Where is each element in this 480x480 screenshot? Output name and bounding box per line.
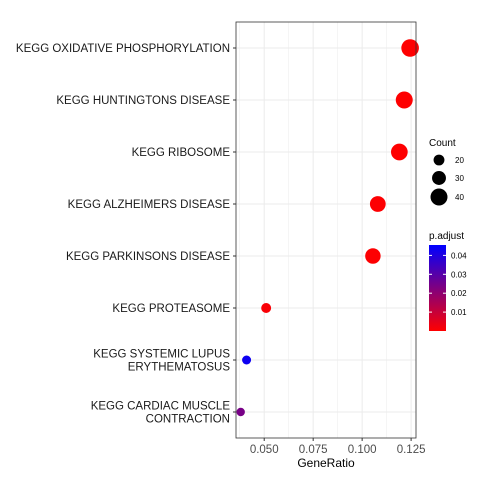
p-adjust-legend-title: p.adjust [429,231,464,242]
category-label: KEGG PARKINSONS DISEASE [66,251,230,263]
data-point [242,355,252,365]
color-bar-label: 0.04 [451,251,467,260]
count-legend-label: 30 [455,174,464,183]
x-tick-label: 0.050 [250,444,279,456]
panel-border [235,21,417,439]
x-tick-label: 0.125 [397,444,426,456]
data-point [369,196,386,212]
color-bar-label: 0.01 [451,308,467,317]
y-axis: KEGG OXIDATIVE PHOSPHORYLATION KEGG HUNTI… [16,43,236,426]
count-legend: Count 20 30 40 [429,138,464,206]
category-label: KEGG ALZHEIMERS DISEASE [68,199,231,211]
category-label: KEGG PROTEASOME [112,303,230,315]
count-legend-key [432,171,446,185]
p-adjust-legend: p.adjust 0.04 0.03 0.02 0.01 [429,231,467,331]
data-point [236,407,245,417]
category-label: KEGG HUNTINGTONS DISEASE [56,95,230,107]
data-point [365,248,381,264]
color-bar [429,245,446,331]
data-point [261,303,272,313]
category-label: KEGG CARDIAC MUSCLE [91,401,231,413]
count-legend-key [430,188,448,206]
color-bar-label: 0.03 [451,270,467,279]
x-axis-title: GeneRatio [297,456,355,470]
category-label: KEGG OXIDATIVE PHOSPHORYLATION [16,43,230,55]
data-points [236,39,419,417]
data-point [401,39,419,57]
count-legend-label: 20 [455,156,464,165]
count-legend-label: 40 [455,193,464,202]
data-point [395,91,413,109]
category-label: KEGG SYSTEMIC LUPUS [93,349,230,361]
grid-lines [236,22,416,438]
data-point [391,143,408,161]
count-legend-title: Count [429,138,456,149]
color-bar-label: 0.02 [451,289,467,298]
x-axis: 0.050 0.075 0.100 0.125 [250,438,426,456]
x-tick-label: 0.100 [348,444,377,456]
category-label: CONTRACTION [146,414,230,426]
x-tick-label: 0.075 [299,444,328,456]
category-label: KEGG RIBOSOME [132,147,231,159]
count-legend-key [433,154,445,166]
category-label: ERYTHEMATOSUS [128,362,231,374]
